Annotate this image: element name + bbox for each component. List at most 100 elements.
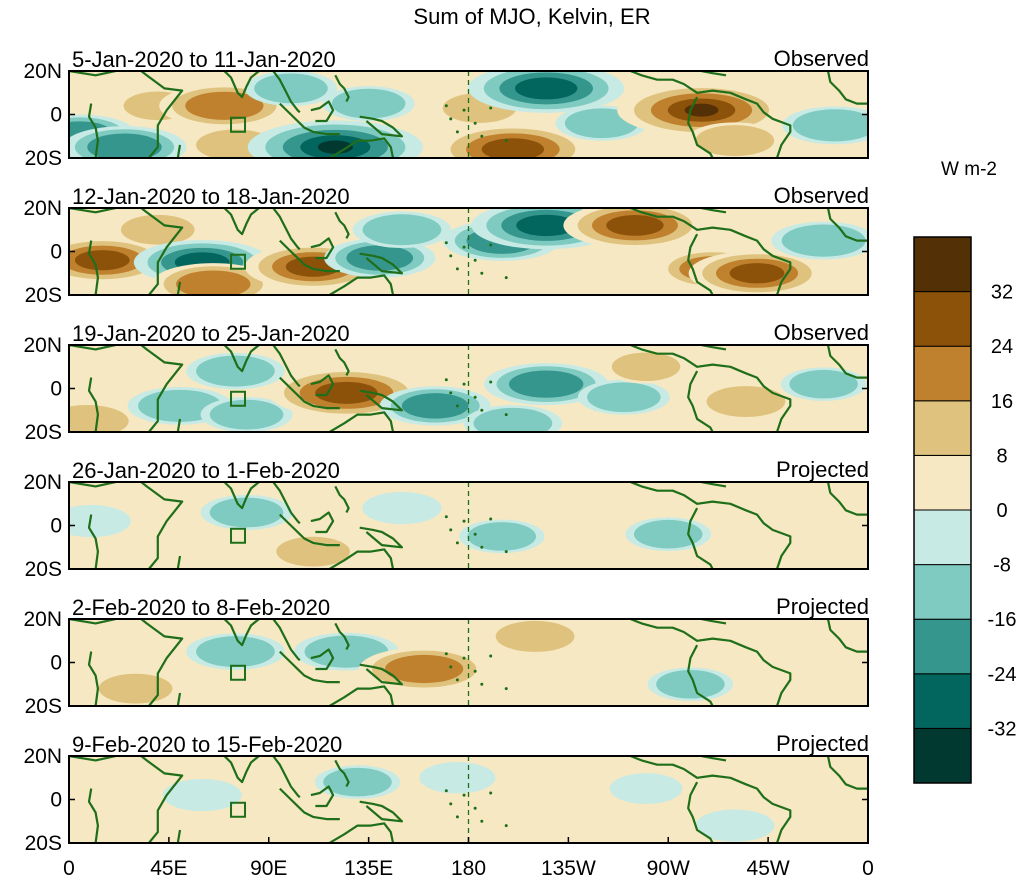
anomaly-contour: [606, 215, 664, 236]
anomaly-contour: [781, 224, 866, 257]
map-panel: 20N 0 20S 19-Jan-2020 to 25-Jan-2020 Observe…: [23, 320, 869, 444]
anomaly-blob: [151, 520, 231, 553]
coastline: [630, 482, 792, 569]
island-dot: [480, 682, 484, 686]
anomaly-contour: [120, 214, 195, 245]
anomaly-contour: [481, 138, 545, 158]
coastline: [222, 208, 261, 236]
colorbar-label: -16: [988, 609, 1017, 631]
colorbar-label: -32: [988, 718, 1017, 740]
coastline: [310, 648, 335, 671]
panel-status: Projected: [776, 731, 869, 756]
island-dot: [473, 121, 477, 125]
coastline: [176, 281, 182, 295]
panel-period: 5-Jan-2020 to 11-Jan-2020: [72, 47, 336, 72]
coastline: [327, 822, 395, 843]
island-dot: [455, 267, 459, 271]
y-tick-label: 20N: [23, 608, 62, 631]
coastline: [87, 788, 100, 843]
coastline: [176, 829, 182, 843]
colorbar-units: W m-2: [941, 159, 997, 180]
island-dot: [489, 791, 493, 795]
coastline: [687, 507, 714, 569]
coastline: [310, 237, 335, 260]
anomaly-contour: [587, 382, 661, 413]
y-tick-label: 0: [50, 515, 62, 538]
coastline: [176, 418, 182, 432]
y-tick-label: 20S: [25, 695, 62, 718]
colorbar-label: 8: [996, 445, 1007, 467]
coastline: [630, 619, 792, 706]
anomaly-contour: [634, 519, 703, 549]
anomaly-contour: [611, 352, 681, 382]
coastline: [69, 71, 184, 158]
coastline: [687, 370, 714, 432]
coastline: [826, 71, 868, 105]
island-dot: [444, 789, 448, 793]
anomaly-contour: [495, 620, 575, 652]
colorbar-bin: [913, 291, 972, 347]
island-dot: [449, 802, 453, 806]
x-tick-label: 135E: [344, 857, 393, 880]
anomaly-blob: [554, 501, 627, 533]
anomaly-contour: [209, 497, 284, 528]
coastline: [87, 514, 100, 569]
coastline: [359, 800, 403, 823]
map-panel: 20N 0 20S 2-Feb-2020 to 8-Feb-2020 Projected: [23, 594, 869, 718]
coastline: [310, 785, 335, 808]
island-dot: [449, 254, 453, 258]
colorbar-label: 32: [991, 282, 1013, 304]
anomaly-contour: [516, 214, 577, 237]
island-dot: [480, 271, 484, 275]
island-dot: [462, 519, 466, 523]
anomaly-contour: [792, 109, 868, 142]
island-dot: [455, 815, 459, 819]
coastlines: [69, 756, 868, 843]
colorbar: W m-2 -32 -24 -16 -8 0 8 16 24 32: [913, 159, 1017, 784]
anomaly-blob: [73, 794, 153, 827]
anomaly-field: [69, 349, 867, 432]
island-dot: [489, 380, 493, 384]
colorbar-bin: [913, 400, 972, 456]
island-dot: [455, 404, 459, 408]
coastline: [272, 756, 301, 799]
panel-period: 2-Feb-2020 to 8-Feb-2020: [72, 595, 330, 620]
map-panel: 20N 0 20S 26-Jan-2020 to 1-Feb-2020 Projecte…: [23, 457, 869, 581]
coastline: [359, 115, 403, 138]
coastline: [327, 274, 395, 295]
coastline: [279, 102, 340, 136]
coastlines: [69, 345, 868, 432]
coastline: [310, 374, 335, 397]
island-dot: [473, 395, 477, 399]
colorbar-label: -8: [993, 555, 1011, 577]
anomaly-contour: [508, 370, 584, 398]
anomaly-blob: [695, 809, 775, 842]
region-box: [230, 390, 247, 407]
island-dot: [504, 550, 508, 554]
anomaly-contour: [384, 654, 464, 684]
coastline: [310, 100, 335, 123]
island-dot: [489, 517, 493, 521]
coastline: [176, 144, 182, 158]
coastline: [279, 239, 340, 273]
coastline: [272, 482, 301, 525]
region-box: [230, 801, 247, 818]
coastline: [176, 692, 182, 706]
coastlines: [69, 208, 868, 295]
y-tick-label: 20N: [23, 745, 62, 768]
anomaly-contour: [362, 214, 442, 246]
coastline: [687, 644, 714, 706]
region-box: [230, 664, 247, 681]
panel-period: 12-Jan-2020 to 18-Jan-2020: [72, 184, 350, 209]
y-tick-label: 20S: [25, 832, 62, 855]
anomaly-contour: [196, 355, 275, 387]
anomaly-blob: [69, 505, 131, 538]
coastline: [87, 103, 100, 158]
x-tick-label: 45W: [747, 857, 790, 880]
island-dot: [449, 117, 453, 121]
y-tick-label: 0: [50, 789, 62, 812]
coastline: [176, 555, 182, 569]
panel-status: Observed: [774, 183, 869, 208]
island-dot: [462, 793, 466, 797]
